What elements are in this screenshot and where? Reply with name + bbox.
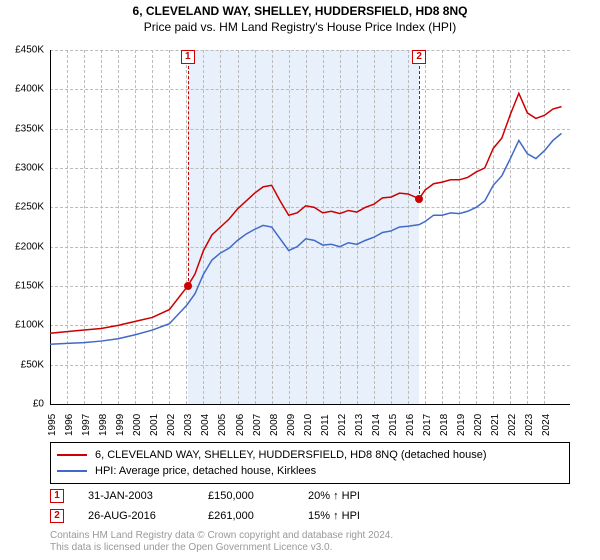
x-axis-tick-label: 2022 xyxy=(507,414,518,436)
x-axis-tick-label: 2024 xyxy=(541,414,552,436)
x-axis-tick-label: 2001 xyxy=(149,414,160,436)
x-axis-tick-label: 1995 xyxy=(47,414,58,436)
x-axis-tick-label: 2023 xyxy=(524,414,535,436)
x-axis-tick-label: 2008 xyxy=(269,414,280,436)
chart-svg xyxy=(50,50,570,404)
x-axis-tick-label: 2019 xyxy=(456,414,467,436)
y-axis-tick-label: £250K xyxy=(15,202,44,213)
x-axis-tick-label: 1996 xyxy=(64,414,75,436)
x-axis-tick-label: 2000 xyxy=(132,414,143,436)
x-axis-tick-label: 2014 xyxy=(371,414,382,436)
sale-marker-badge: 2 xyxy=(412,50,426,64)
sale-marker-badge: 1 xyxy=(181,50,195,64)
sale-hpi-delta: 15% ↑ HPI xyxy=(308,510,408,522)
sale-marker-dot xyxy=(415,195,423,203)
sale-price: £150,000 xyxy=(208,490,308,502)
x-axis-tick-label: 2012 xyxy=(337,414,348,436)
sale-price: £261,000 xyxy=(208,510,308,522)
sale-hpi-delta: 20% ↑ HPI xyxy=(308,490,408,502)
sale-marker-line xyxy=(188,66,189,286)
sale-row: 1 31-JAN-2003£150,00020% ↑ HPI xyxy=(50,486,570,506)
y-axis-tick-label: £300K xyxy=(15,163,44,174)
x-axis-tick-label: 1998 xyxy=(98,414,109,436)
axis-line xyxy=(50,404,570,405)
sale-number-badge: 1 xyxy=(50,489,64,503)
y-axis-tick-label: £0 xyxy=(33,399,44,410)
series-property xyxy=(50,93,561,333)
x-axis-tick-label: 2013 xyxy=(354,414,365,436)
legend-swatch xyxy=(57,454,87,456)
x-axis-tick-label: 2016 xyxy=(405,414,416,436)
x-axis-tick-label: 2015 xyxy=(388,414,399,436)
sale-number-badge: 2 xyxy=(50,509,64,523)
y-axis-tick-label: £350K xyxy=(15,123,44,134)
x-axis-tick-label: 2021 xyxy=(490,414,501,436)
title-block: 6, CLEVELAND WAY, SHELLEY, HUDDERSFIELD,… xyxy=(0,0,600,34)
sale-row: 2 26-AUG-2016£261,00015% ↑ HPI xyxy=(50,506,570,526)
legend-swatch xyxy=(57,470,87,472)
y-axis-tick-label: £450K xyxy=(15,45,44,56)
x-axis-tick-label: 2005 xyxy=(217,414,228,436)
x-axis-tick-label: 2009 xyxy=(286,414,297,436)
chart-subtitle: Price paid vs. HM Land Registry's House … xyxy=(0,20,600,34)
y-axis-tick-label: £100K xyxy=(15,320,44,331)
legend-label: HPI: Average price, detached house, Kirk… xyxy=(95,463,316,479)
x-axis-tick-label: 2007 xyxy=(252,414,263,436)
x-axis-tick-label: 2020 xyxy=(473,414,484,436)
legend-item: HPI: Average price, detached house, Kirk… xyxy=(57,463,563,479)
footer-attribution: Contains HM Land Registry data © Crown c… xyxy=(50,530,570,554)
x-axis-tick-label: 2010 xyxy=(303,414,314,436)
sale-marker-line xyxy=(419,66,420,199)
sale-marker-dot xyxy=(184,282,192,290)
y-axis-tick-label: £200K xyxy=(15,241,44,252)
x-axis-tick-label: 2002 xyxy=(166,414,177,436)
chart-title: 6, CLEVELAND WAY, SHELLEY, HUDDERSFIELD,… xyxy=(0,4,600,18)
series-hpi xyxy=(50,133,561,344)
y-axis-tick-label: £400K xyxy=(15,84,44,95)
x-axis-tick-label: 2006 xyxy=(235,414,246,436)
x-axis-tick-label: 2003 xyxy=(183,414,194,436)
footer-line: This data is licensed under the Open Gov… xyxy=(50,542,570,554)
sale-date: 26-AUG-2016 xyxy=(88,510,208,522)
legend-label: 6, CLEVELAND WAY, SHELLEY, HUDDERSFIELD,… xyxy=(95,447,486,463)
x-axis-tick-label: 2018 xyxy=(439,414,450,436)
x-axis-tick-label: 1997 xyxy=(81,414,92,436)
chart-plot-area: £0£50K£100K£150K£200K£250K£300K£350K£400… xyxy=(50,50,570,404)
legend-item: 6, CLEVELAND WAY, SHELLEY, HUDDERSFIELD,… xyxy=(57,447,563,463)
y-axis-tick-label: £150K xyxy=(15,281,44,292)
y-axis-tick-label: £50K xyxy=(21,359,44,370)
x-axis-tick-label: 2004 xyxy=(200,414,211,436)
sale-records: 1 31-JAN-2003£150,00020% ↑ HPI 2 26-AUG-201… xyxy=(50,486,570,526)
footer-line: Contains HM Land Registry data © Crown c… xyxy=(50,530,570,542)
x-axis-tick-label: 1999 xyxy=(115,414,126,436)
legend: 6, CLEVELAND WAY, SHELLEY, HUDDERSFIELD,… xyxy=(50,442,570,484)
x-axis-tick-label: 2017 xyxy=(422,414,433,436)
sale-date: 31-JAN-2003 xyxy=(88,490,208,502)
x-axis-tick-label: 2011 xyxy=(320,414,331,436)
